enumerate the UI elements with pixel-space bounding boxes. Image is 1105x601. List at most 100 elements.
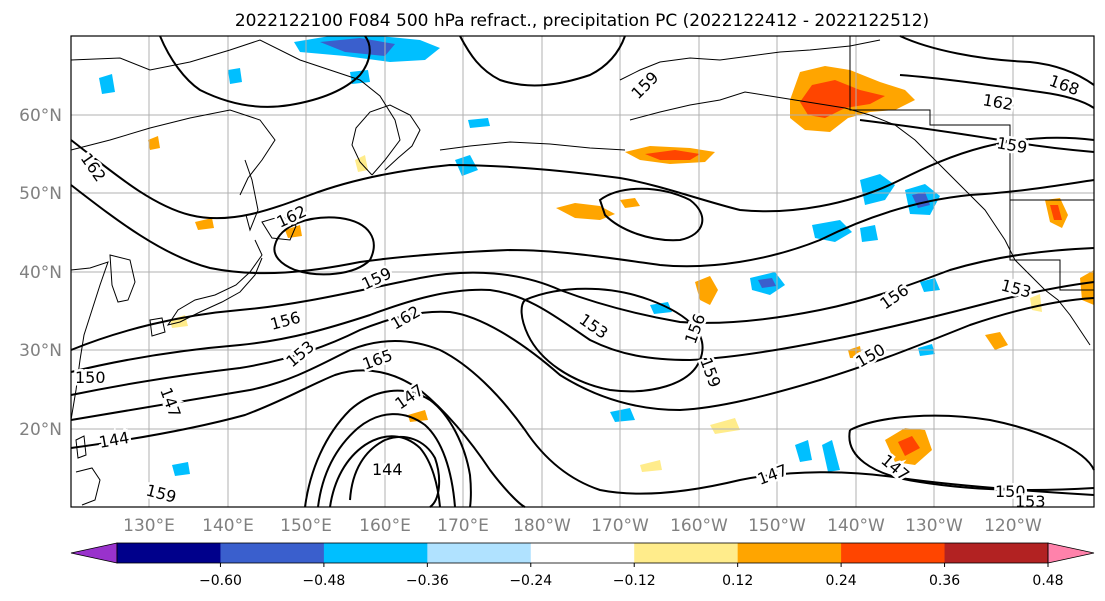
contour-label: 153 (1015, 492, 1046, 511)
contour-closed-center (520, 287, 704, 393)
contour-inner-2 (317, 413, 456, 508)
colorbar-extend-low (70, 542, 118, 564)
colorbar-tick-label: −0.60 (199, 573, 242, 589)
coast-bc (969, 194, 1091, 346)
lat-label: 30°N (19, 341, 62, 361)
contour-150 (70, 297, 1095, 412)
contour-gulf-loop (598, 187, 704, 242)
colorbar-segment (841, 543, 946, 563)
coast-kamchatka (351, 104, 421, 176)
colorbar-frame (116, 542, 1049, 564)
precip-neg-small3 (228, 68, 242, 84)
contour-closed-east2 (848, 429, 1095, 491)
colorbar-segment (117, 543, 221, 563)
colorbar-tick-label: 0.12 (722, 573, 753, 589)
precip-patch-hawaii-core (898, 436, 920, 456)
precip-neg-pac5-core (758, 278, 776, 288)
lon-label: 180°W (513, 516, 571, 536)
refractivity-contours (70, 35, 1095, 508)
coast-okhotsk (70, 109, 276, 196)
lon-label: 120°W (984, 516, 1042, 536)
graticule (71, 36, 1094, 507)
contour-closed-east (849, 414, 1095, 471)
map-title: 2022122100 F084 500 hPa refract., precip… (235, 11, 929, 31)
colorbar-tick-label: 0.24 (826, 573, 857, 589)
precip-patch-ne (985, 332, 1008, 350)
coast-taiwan (75, 435, 87, 459)
contour-162-closed (273, 216, 375, 276)
precip-patch-small7 (710, 418, 740, 434)
border-us-states (1009, 200, 1094, 291)
precip-patch-mid2 (620, 198, 640, 208)
lat-label: 40°N (19, 263, 62, 283)
map-frame (70, 35, 1095, 508)
precip-neg-bering-core (320, 38, 395, 56)
contour-arctic (459, 35, 626, 87)
coast-alaska-south (629, 91, 971, 196)
colorbar: −0.60 −0.48 −0.36 −0.24 −0.12 0.12 0.24 0.36 0.4… (70, 542, 1095, 589)
longitude-labels: 130°E 140°E 150°E 160°E 170°E 180°W 170°… (123, 516, 1042, 536)
coast-japan-hokkaido (261, 215, 297, 241)
lon-label: 140°W (827, 516, 885, 536)
coastlines (70, 36, 1094, 506)
precip-neg-pac6 (650, 302, 672, 314)
contour-153 (70, 281, 1095, 373)
precip-patch-mid (556, 203, 615, 220)
precip-neg-pac3 (812, 220, 852, 242)
lon-label: 160°E (359, 516, 411, 536)
coast-sakhalin (244, 159, 259, 232)
lat-label: 60°N (19, 106, 62, 126)
coast-philippines (75, 467, 101, 506)
precip-neg-pac4 (860, 225, 878, 242)
lon-label: 130°E (123, 516, 175, 536)
contour-label: 162 (981, 90, 1014, 114)
contour-closed-144 (349, 435, 441, 508)
contour-inner-1 (304, 389, 472, 508)
colorbar-segment (323, 543, 428, 563)
colorbar-extend-high (1047, 542, 1095, 564)
coast-china (70, 261, 109, 421)
precip-patch-small2 (195, 218, 214, 230)
precip-patch-gulf-core (645, 150, 700, 160)
precip-neg-pac7 (920, 278, 940, 292)
precip-neg-pac11 (172, 462, 190, 476)
precip-patch-west-coast-core (1050, 205, 1062, 220)
precip-patch-center (695, 276, 718, 305)
lon-label: 140°E (202, 516, 254, 536)
coast-alaska-west (619, 39, 881, 81)
contour-162-north (70, 136, 1095, 220)
coast-korea (109, 254, 136, 303)
contour-147 (70, 340, 1095, 496)
colorbar-tick-label: 0.36 (929, 573, 960, 589)
latitude-labels: 60°N 50°N 40°N 30°N 20°N (19, 106, 62, 440)
precip-neg-pac9 (795, 440, 812, 462)
contour-156 (70, 247, 1095, 351)
coast-asia-north (70, 39, 401, 176)
map-area: 162 162 159 156 153 150 147 144 144 159 … (70, 35, 1095, 514)
precip-negative-shading (99, 36, 940, 476)
precip-patch-small1 (148, 136, 160, 150)
precip-neg-pac10 (822, 440, 840, 472)
lon-label: 150°E (280, 516, 332, 536)
precip-neg-small5 (468, 118, 490, 128)
colorbar-segment (427, 543, 532, 563)
lon-label: 160°W (670, 516, 728, 536)
coast-japan-honshu (166, 239, 263, 326)
lat-label: 20°N (19, 420, 62, 440)
colorbar-segment (220, 543, 325, 563)
colorbar-tick-label: −0.24 (509, 573, 552, 589)
colorbar-tick-label: 0.48 (1032, 573, 1063, 589)
coast-aleutians (439, 141, 626, 151)
colorbar-tick-label: −0.12 (613, 573, 656, 589)
contour-159-north (70, 179, 1095, 275)
lon-label: 130°W (905, 516, 963, 536)
colorbar-segment (944, 543, 1049, 563)
contour-159-east (859, 119, 1095, 153)
coast-japan-kyushu (149, 317, 166, 337)
colorbar-segment (634, 543, 739, 563)
precip-patch-small4 (640, 460, 662, 472)
lon-label: 170°E (437, 516, 489, 536)
contour-label: 150 (75, 368, 106, 387)
colorbar-segment (530, 543, 635, 563)
